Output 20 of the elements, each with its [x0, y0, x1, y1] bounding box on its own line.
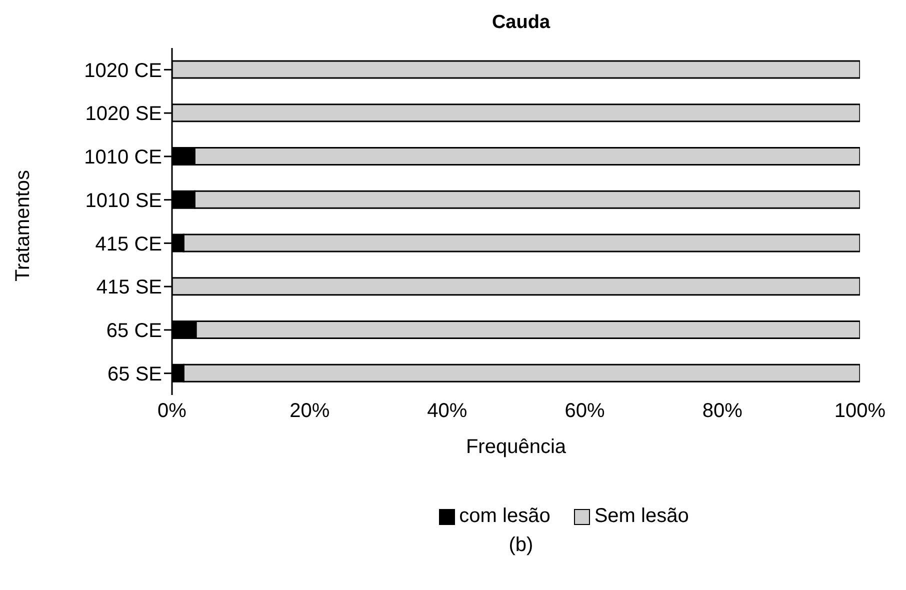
y-tick-label: 1010 CE — [84, 146, 162, 169]
x-tick-label: 40% — [427, 400, 468, 422]
y-axis-title: Tratamentos — [12, 170, 34, 282]
y-tick-label: 1020 CE — [84, 60, 162, 82]
x-tick-label: 60% — [564, 400, 606, 422]
y-tick-label: 1010 SE — [85, 190, 162, 212]
y-tick-label: 1020 SE — [85, 103, 162, 126]
legend-label: com lesão — [458, 505, 550, 528]
chart-title: Cauda — [490, 12, 552, 34]
x-tick-label: 20% — [290, 400, 330, 422]
x-tick-label: 80% — [702, 400, 743, 422]
y-tick-label: 415 CE — [95, 233, 162, 256]
text: (b) — [508, 534, 534, 557]
y-tick-label: 65 CE — [106, 320, 162, 342]
legend-label: Sem lesão — [593, 505, 689, 528]
x-tick-label: 0% — [158, 400, 187, 422]
y-tick-label: 65 SE — [108, 363, 162, 386]
y-tick-label: 415 SE — [96, 276, 162, 299]
x-tick-label: 100% — [834, 400, 886, 422]
x-axis-title: Frequência — [466, 436, 567, 458]
